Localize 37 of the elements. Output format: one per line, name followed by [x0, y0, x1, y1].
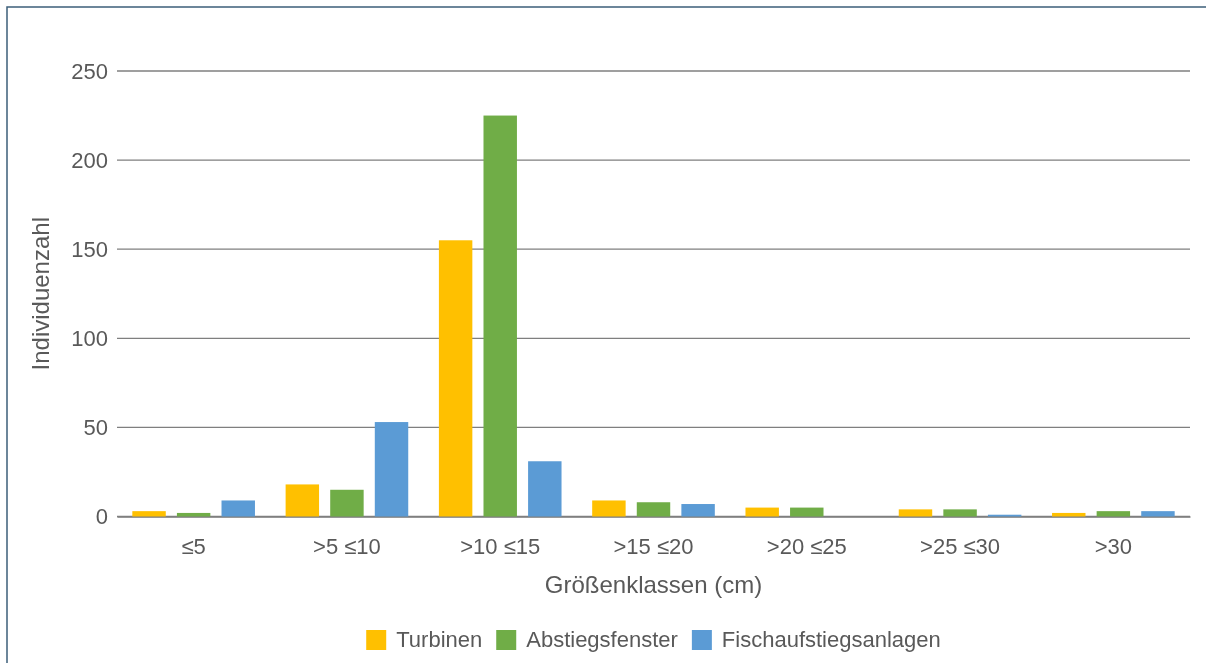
- legend-label: Fischaufstiegsanlagen: [721, 627, 941, 652]
- bar: [221, 500, 255, 517]
- y-tick-label: 50: [83, 414, 108, 440]
- x-axis-title: Größenklassen (cm): [544, 571, 763, 598]
- x-tick-label: ≤5: [181, 534, 206, 560]
- y-tick-label: 200: [71, 147, 108, 173]
- bar: [132, 511, 166, 517]
- bar: [898, 509, 933, 517]
- x-tick-label: >20 ≤25: [766, 534, 847, 560]
- y-tick-label: 250: [71, 58, 108, 84]
- x-tick-label: >5 ≤10: [313, 534, 381, 560]
- bar: [176, 512, 211, 517]
- y-tick-label: 150: [71, 236, 108, 262]
- legend-label: Abstiegsfenster: [526, 627, 678, 652]
- bar: [681, 504, 715, 517]
- y-tick-label: 100: [71, 325, 108, 351]
- y-tick-label: 0: [95, 504, 108, 530]
- bar: [285, 484, 320, 517]
- bar: [592, 500, 626, 517]
- bar: [745, 507, 779, 517]
- bar: [438, 240, 473, 517]
- bar: [1096, 511, 1131, 517]
- y-axis-title: Individuenzahl: [27, 217, 54, 371]
- bar: [483, 115, 517, 517]
- bar: [1141, 511, 1175, 517]
- bar: [528, 461, 562, 517]
- legend-label: Turbinen: [396, 627, 483, 652]
- x-tick-label: >30: [1094, 534, 1133, 560]
- bar: [636, 502, 671, 517]
- bar: [1052, 512, 1086, 517]
- bar: [330, 489, 364, 517]
- bar: [943, 509, 977, 517]
- bar: [790, 507, 824, 517]
- x-tick-label: >25 ≤30: [920, 534, 1001, 560]
- bar: [374, 422, 409, 517]
- x-tick-label: >10 ≤15: [460, 534, 541, 560]
- x-tick-label: >15 ≤20: [613, 534, 694, 560]
